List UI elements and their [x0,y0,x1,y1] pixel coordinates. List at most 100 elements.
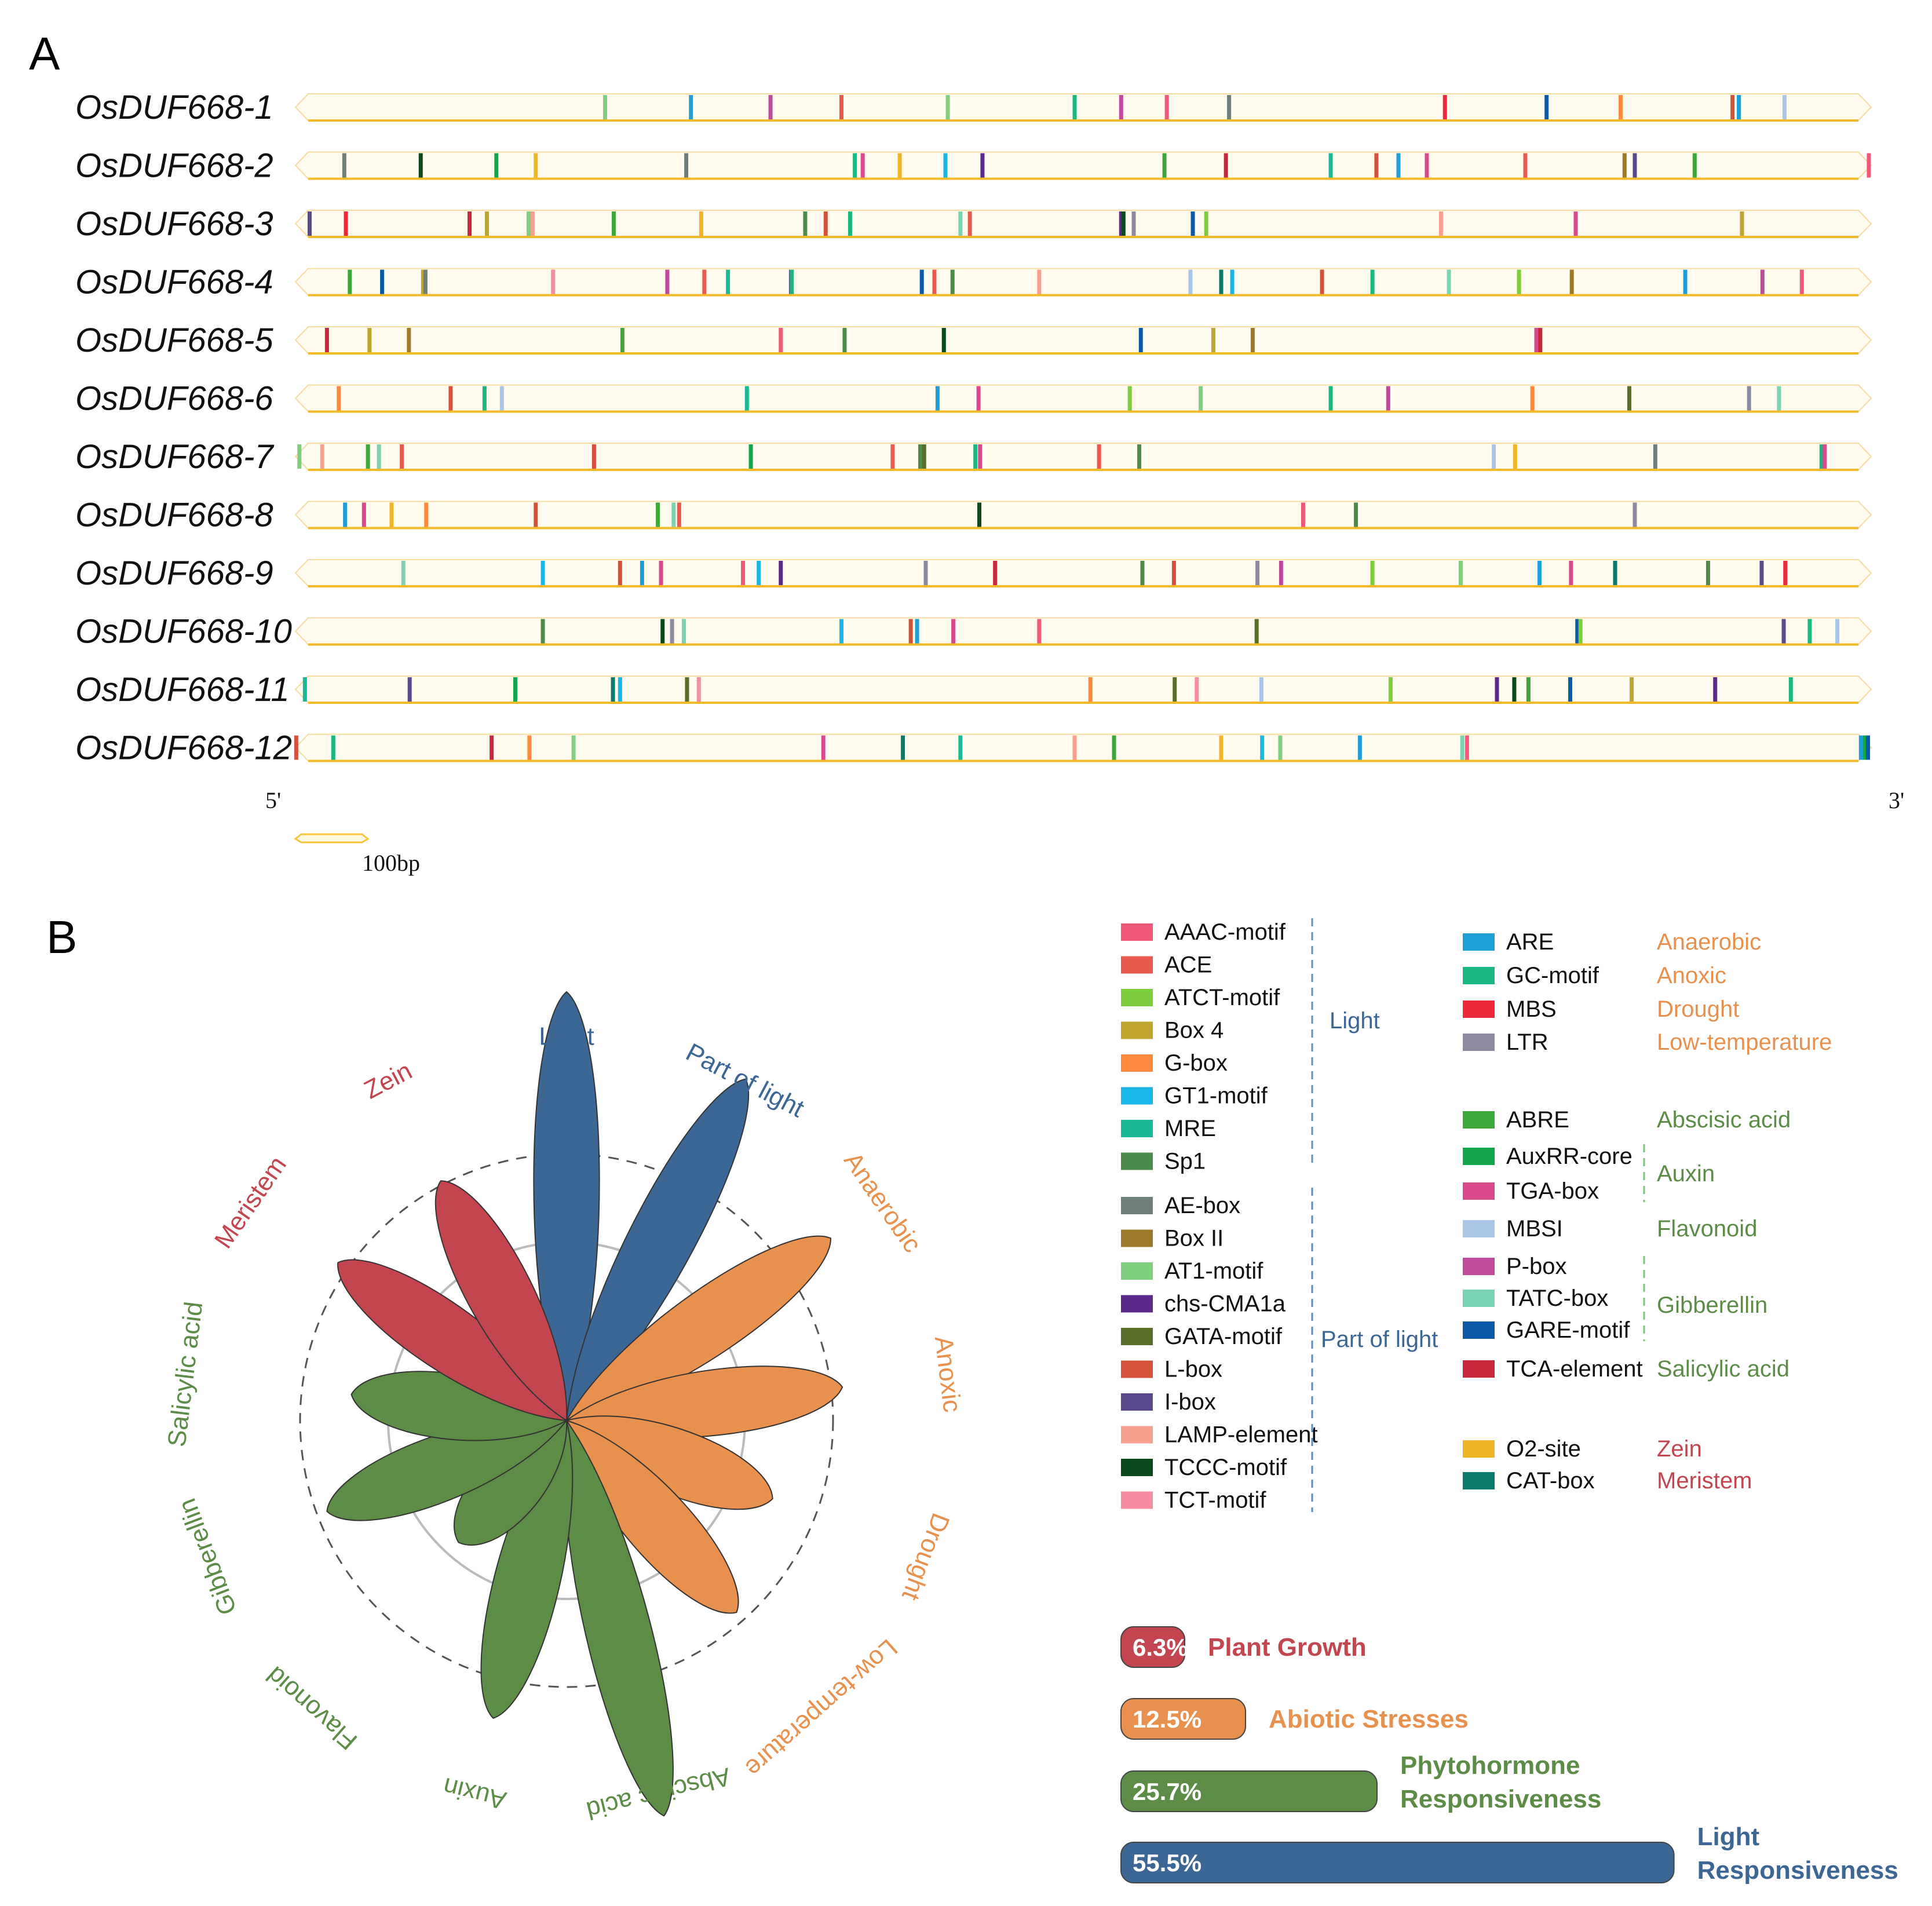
legend-swatch [1463,1290,1495,1307]
legend-group-label: Gibberellin [1657,1292,1767,1318]
cis-element-mark [689,95,693,119]
cis-element-mark [1072,735,1077,760]
legend-swatch [1463,1360,1495,1378]
bar-plant-growth [1120,1626,1185,1668]
cis-element-mark [950,269,955,294]
cis-element-mark [527,735,532,760]
scale-bar-label: 100bp [362,850,420,876]
legend-swatch [1463,1220,1495,1237]
legend-item-label: I-box [1164,1389,1216,1415]
cis-element-mark [324,328,329,352]
cis-element-mark [1492,444,1496,469]
cis-element-mark [1537,561,1542,585]
cis-element-mark [945,95,950,119]
cis-element-mark [344,211,348,236]
cis-element-mark [1858,735,1863,760]
cis-element-mark [1866,735,1871,760]
cis-element-mark [1747,386,1751,411]
bar-label: Responsiveness [1697,1856,1898,1885]
cis-element-mark [361,502,366,527]
cis-element-mark [468,211,472,236]
legend-swatch [1121,1459,1153,1476]
cis-element-mark [976,386,981,411]
cis-element-mark [320,444,324,469]
radial-category-label: Anoxic [929,1335,967,1414]
legend-group-label: Anaerobic [1657,929,1761,955]
cis-element-mark [1788,677,1793,702]
cis-element-mark [1447,269,1451,294]
legend-swatch [1121,1491,1153,1509]
cis-element-mark [1799,269,1804,294]
legend-swatch [1463,1182,1495,1200]
petal-light [533,991,600,1422]
cis-element-mark [1112,735,1116,760]
cis-element-mark [1097,444,1101,469]
gene-label: OsDUF668-2 [75,147,273,185]
cis-element-mark [620,328,624,352]
legend-item-label: CAT-box [1506,1468,1595,1494]
cis-element-mark [702,269,707,294]
gene-row: OsDUF668-4 [75,264,1872,301]
cis-element-mark [423,269,428,294]
legend-group-label: Drought [1657,996,1739,1022]
cis-element-mark [1632,502,1637,527]
cis-element-mark [307,211,312,236]
cis-element-mark [499,386,504,411]
legend-swatch [1121,1054,1153,1072]
legend-group-label: Meristem [1657,1468,1752,1494]
cis-element-mark [1737,95,1741,119]
cis-element-mark [1127,386,1132,411]
cis-element-mark [421,269,425,294]
promoter-sequence [294,93,1872,121]
cis-element-mark [1279,561,1283,585]
cis-element-mark [919,269,924,294]
cis-element-mark [1140,561,1145,585]
cis-element-mark [1199,386,1203,411]
cis-element-mark [618,561,622,585]
cis-element-mark [571,735,576,760]
legend-group-part-of-light: Part of light [1321,1327,1438,1352]
cis-element-mark [1088,677,1093,702]
bar-label: Plant Growth [1208,1633,1367,1662]
gene-row: OsDUF668-10 [75,613,1872,651]
promoter-sequence [294,676,1872,703]
cis-element-mark [1171,561,1176,585]
cis-element-mark [1740,211,1744,236]
cis-element-mark [1328,386,1333,411]
gene-row: OsDUF668-3 [75,205,1872,243]
cis-element-mark [297,444,302,469]
cis-element-mark [1425,153,1429,178]
cis-element-mark [1653,444,1657,469]
cis-element-mark [1370,269,1375,294]
cis-element-mark [1464,735,1469,760]
cis-element-mark [779,561,783,585]
cis-element-mark [1460,735,1464,760]
five-prime-label: 5' [265,787,281,813]
radial-category-label: Salicylic acid [162,1300,208,1448]
promoter-sequence [294,617,1872,645]
cis-element-mark [677,502,681,527]
cis-element-mark [1224,153,1228,178]
legend-item-label: LAMP-element [1164,1422,1318,1448]
gene-label: OsDUF668-12 [75,729,292,767]
gene-label: OsDUF668-5 [75,322,273,359]
cis-element-mark [302,677,307,702]
cis-element-mark [685,677,689,702]
cis-element-mark [1705,561,1710,585]
cis-element-mark [978,444,983,469]
cis-element-mark [1760,269,1765,294]
cis-element-mark [611,211,616,236]
cis-element-mark [294,735,298,760]
gene-label: OsDUF668-1 [75,89,273,126]
legend-item-label: TATC-box [1506,1286,1608,1311]
panel-b-label: B [46,911,77,963]
cis-element-mark [343,502,348,527]
cis-element-mark [1137,444,1142,469]
cis-element-mark [1495,677,1499,702]
legend-swatch [1463,1148,1495,1165]
cis-element-mark [1037,619,1042,644]
radial-category-label: Anaerobic [838,1147,927,1258]
cis-element-mark [530,211,535,236]
cis-element-mark [1513,444,1517,469]
cis-element-mark [973,444,978,469]
